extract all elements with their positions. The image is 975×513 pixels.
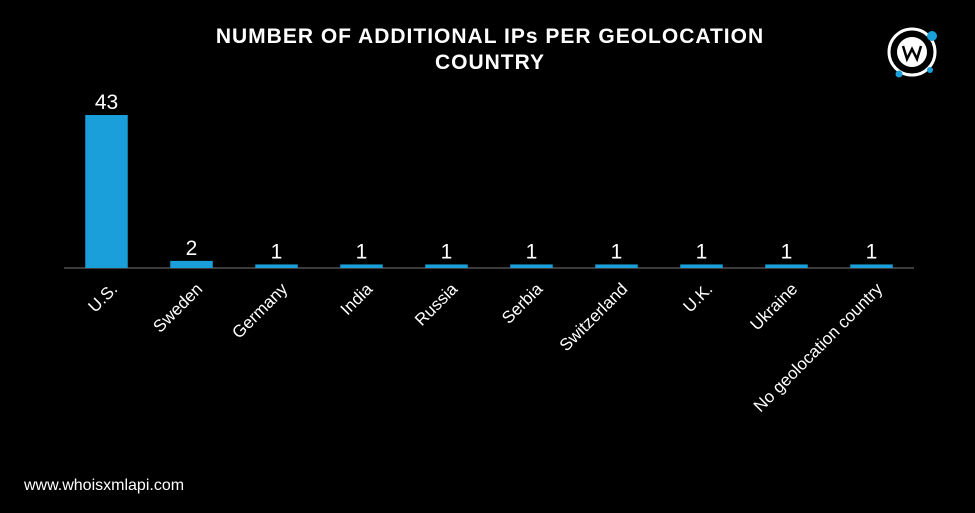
data-label: 43 bbox=[95, 91, 118, 114]
logo bbox=[887, 27, 937, 78]
data-label: 1 bbox=[271, 240, 283, 263]
bar bbox=[255, 264, 298, 268]
bar bbox=[340, 264, 383, 268]
bar bbox=[510, 264, 553, 268]
x-tick-label: Ukraine bbox=[746, 279, 801, 334]
bar bbox=[85, 115, 128, 268]
x-tick-label: U.K. bbox=[680, 279, 717, 316]
bar bbox=[425, 264, 468, 268]
bar bbox=[595, 264, 638, 268]
x-tick-label: Switzerland bbox=[556, 279, 632, 355]
bar bbox=[680, 264, 723, 268]
x-tick-label: U.S. bbox=[85, 279, 122, 316]
data-label: 1 bbox=[611, 240, 623, 263]
footer-url: www.whoisxmlapi.com bbox=[24, 477, 185, 494]
data-label: 1 bbox=[441, 240, 453, 263]
data-label: 1 bbox=[866, 240, 878, 263]
x-tick-label: Russia bbox=[411, 279, 462, 330]
x-tick-label: Sweden bbox=[149, 279, 206, 336]
data-label: 2 bbox=[186, 237, 198, 260]
data-label: 1 bbox=[356, 240, 368, 263]
bar bbox=[850, 264, 893, 268]
x-tick-label: India bbox=[337, 279, 377, 319]
data-label: 1 bbox=[696, 240, 708, 263]
data-label: 1 bbox=[781, 240, 793, 263]
chart-title: NUMBER OF ADDITIONAL IPs PER GEOLOCATION… bbox=[215, 25, 765, 74]
data-label: 1 bbox=[526, 240, 538, 263]
x-tick-label: Germany bbox=[228, 279, 291, 342]
x-tick-label: Serbia bbox=[498, 279, 547, 328]
bar bbox=[765, 264, 808, 268]
bar bbox=[170, 260, 213, 268]
